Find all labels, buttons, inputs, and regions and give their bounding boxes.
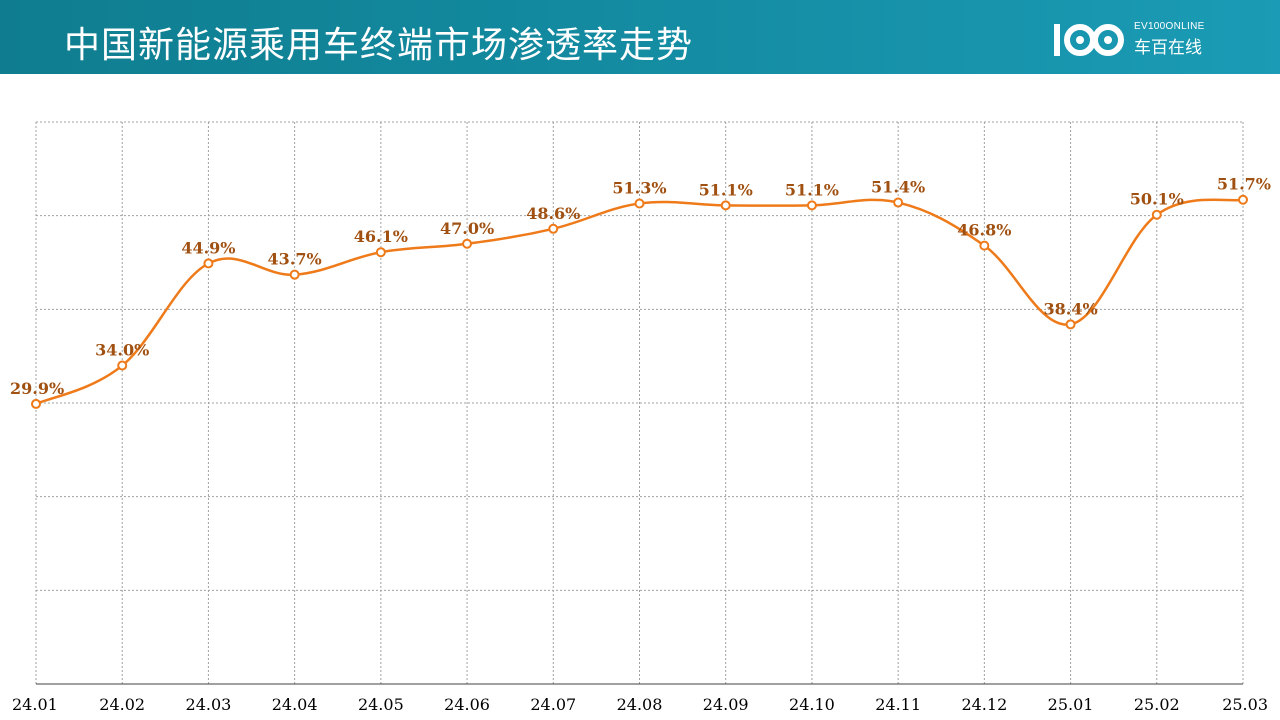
data-label: 44.9%	[181, 238, 235, 257]
logo-text-en: EV100ONLINE	[1134, 21, 1205, 32]
x-tick-label: 24.09	[703, 695, 749, 714]
logo-text-cn: 车百在线	[1134, 38, 1202, 58]
data-label: 38.4%	[1043, 299, 1097, 318]
data-label: 43.7%	[268, 250, 322, 269]
data-point	[548, 223, 559, 234]
data-label: 47.0%	[440, 219, 494, 238]
data-label: 48.6%	[526, 204, 580, 223]
data-label: 51.1%	[699, 180, 753, 199]
header-bar: 中国新能源乘用车终端市场渗透率走势 EV100ONLINE 车百在线	[0, 0, 1280, 74]
data-point	[462, 238, 473, 249]
data-label: 51.3%	[612, 178, 666, 197]
x-tick-label: 24.01	[12, 695, 58, 714]
data-point	[806, 200, 817, 211]
x-tick-label: 24.11	[875, 695, 921, 714]
x-tick-label: 24.04	[272, 695, 318, 714]
data-label: 46.8%	[957, 221, 1011, 240]
data-point	[375, 247, 386, 258]
x-tick-label: 24.10	[789, 695, 835, 714]
x-tick-label: 24.02	[99, 695, 145, 714]
data-label: 46.1%	[354, 227, 408, 246]
data-label: 51.7%	[1217, 175, 1271, 194]
data-label: 50.1%	[1130, 190, 1184, 209]
page-title: 中国新能源乘用车终端市场渗透率走势	[64, 25, 694, 66]
x-tick-label: 24.08	[617, 695, 663, 714]
data-point	[203, 258, 214, 269]
data-point	[720, 200, 731, 211]
data-point	[893, 197, 904, 208]
x-tick-label: 25.01	[1048, 695, 1094, 714]
data-point	[1065, 319, 1076, 330]
data-point	[31, 398, 41, 409]
data-label: 51.4%	[871, 178, 925, 197]
x-tick-label: 25.03	[1222, 695, 1268, 714]
brand-logo: EV100ONLINE 车百在线	[1050, 20, 1210, 60]
data-label: 34.0%	[95, 341, 149, 360]
data-point	[979, 240, 990, 251]
data-point	[289, 269, 300, 280]
x-tick-label: 24.05	[358, 695, 404, 714]
x-tick-label: 24.07	[530, 695, 576, 714]
x-tick-label: 25.02	[1134, 695, 1180, 714]
data-point	[117, 360, 128, 371]
data-point	[634, 198, 645, 209]
x-tick-label: 24.03	[186, 695, 232, 714]
data-label: 51.1%	[785, 180, 839, 199]
x-tick-label: 24.06	[444, 695, 490, 714]
data-point	[1151, 209, 1162, 220]
ev100-logo-icon	[1054, 24, 1124, 56]
data-point	[1238, 194, 1248, 205]
x-tick-label: 24.12	[961, 695, 1007, 714]
data-label: 29.9%	[10, 379, 64, 398]
